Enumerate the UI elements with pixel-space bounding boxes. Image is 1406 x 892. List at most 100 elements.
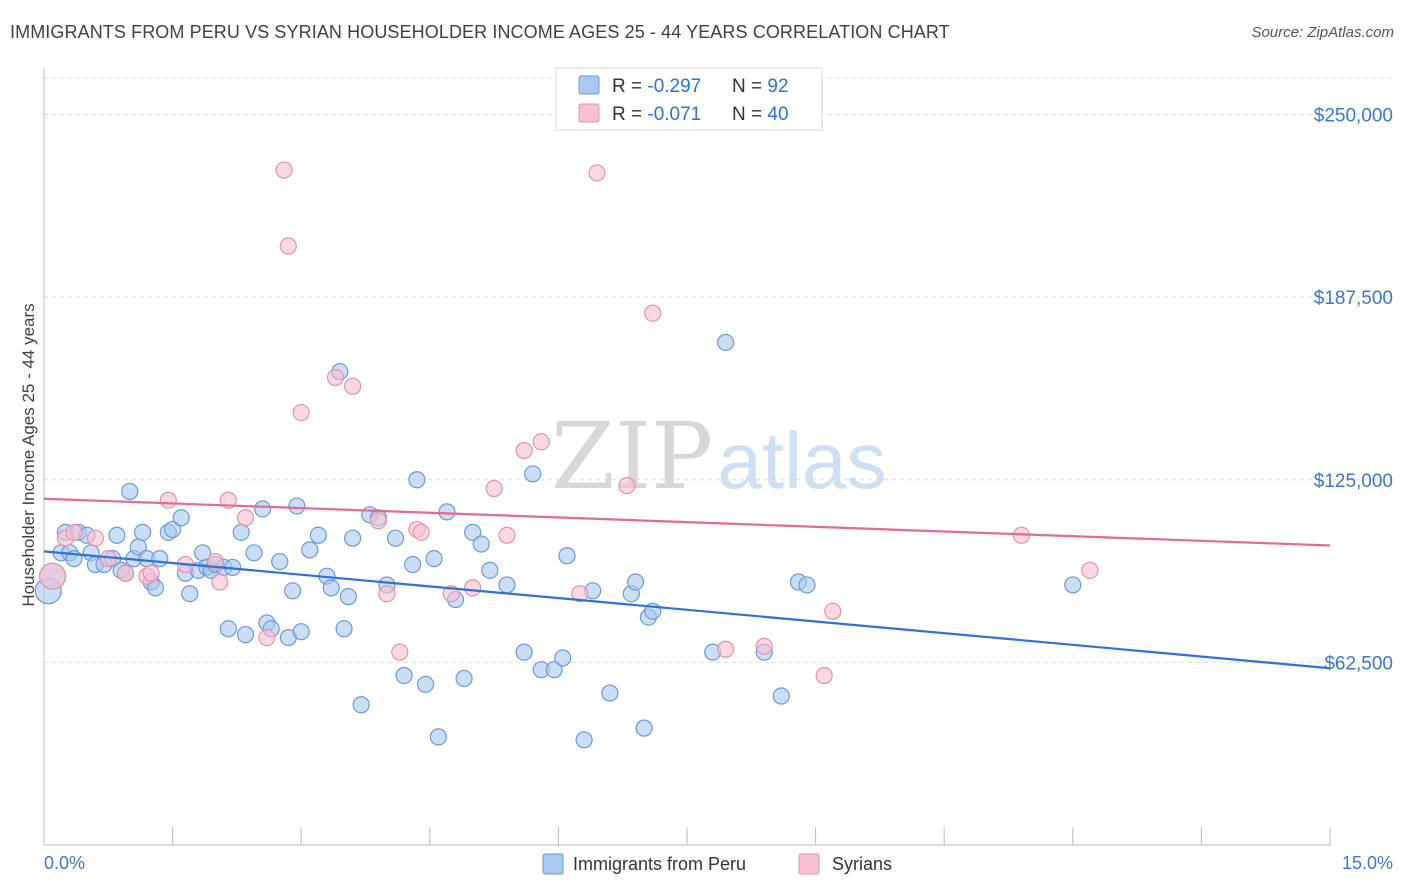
chart-title: IMMIGRANTS FROM PERU VS SYRIAN HOUSEHOLD… [10,22,950,42]
x-tick-label-min: 0.0% [44,853,85,873]
syrians-trend-line [43,497,1331,547]
syrians-point-8 [159,491,177,509]
peru-point-42 [271,552,289,571]
peru-point-79 [575,731,593,749]
syrians-point-27 [485,479,503,498]
peru-point-50 [322,579,340,597]
peru-point-15 [121,482,139,501]
syrians-point-34 [644,304,662,322]
peru-point-69 [464,523,482,541]
peru-point-60 [395,666,413,685]
grid-lines [44,77,1395,663]
peru-point-78 [558,547,576,565]
syrians-point-11 [211,573,229,591]
syrians-point-38 [824,602,842,620]
peru-point-68 [455,669,473,688]
tick-labels: $62,500 $125,000 $187,500 $250,000 0.0% 15.0% [44,106,1393,873]
peru-point-71 [481,561,499,579]
syrians-point-15 [275,161,293,179]
peru-point-70 [472,535,490,553]
peru-point-24 [164,520,182,539]
peru-point-48 [309,526,327,544]
peru-point-52 [335,620,353,638]
syrians-point-32 [588,164,606,182]
peru-point-12 [108,526,126,544]
legend-label-peru: Immigrants from Peru [573,854,746,874]
axes [43,68,1331,846]
peru-point-37 [236,626,255,644]
syrians-point-21 [378,585,396,603]
peru-point-27 [181,585,199,603]
stats-n-value-peru: 92 [767,76,788,97]
peru-point-62 [408,471,426,489]
peru-point-22 [151,550,169,568]
peru-point-39 [254,500,272,518]
legend: Immigrants from Peru Syrians [542,853,892,875]
syrians-point-37 [815,666,833,685]
syrians-point-40 [1081,561,1099,579]
peru-point-25 [172,509,190,527]
stats-r-label-peru: R = [612,76,647,97]
syrians-point-16 [279,237,297,255]
legend-label-syrians: Syrians [832,854,892,874]
syrians-point-18 [326,368,345,387]
peru-point-55 [352,696,370,714]
peru-point-64 [425,550,443,568]
svg-text:N = 92: N = 92 [732,76,789,97]
syrians-point-28 [498,526,516,544]
stats-swatch-syrians [578,103,600,123]
syrians-point-2 [65,523,83,541]
stats-n-label-syrians: N = [732,104,767,125]
y-tick-label-3: $250,000 [1314,106,1393,127]
watermark-atlas: atlas [718,416,887,505]
peru-point-73 [515,643,533,661]
legend-swatch-peru [542,853,564,875]
x-tick-label-max: 15.0% [1342,853,1393,873]
peru-point-72 [498,576,516,594]
stats-swatch-peru [578,75,600,95]
peru-point-74 [524,465,542,483]
peru-point-61 [404,555,422,574]
peru-point-90 [772,687,790,705]
stats-r-value-syrians: -0.071 [647,104,701,125]
syrians-point-30 [532,433,550,451]
peru-point-46 [292,623,310,641]
peru-point-47 [301,541,319,559]
syrians-point-5 [116,564,135,582]
peru-point-81 [601,684,619,702]
peru-point-34 [219,620,237,638]
syrians-point-17 [292,403,310,422]
stats-r-label-syrians: R = [612,104,647,125]
peru-point-63 [416,675,435,693]
peru-point-59 [386,529,405,547]
y-tick-label-1: $125,000 [1314,471,1393,492]
peru-point-53 [339,588,357,606]
y-tick-label-0: $62,500 [1324,653,1393,674]
syrians-point-20 [369,512,387,530]
syrians-point-24 [412,523,430,541]
peru-point-18 [133,523,152,541]
peru-point-84 [635,719,653,737]
svg-text:R = -0.071: R = -0.071 [612,104,701,125]
syrians-point-14 [258,628,276,647]
syrians-point-13 [236,509,255,527]
syrians-point-36 [755,637,773,655]
peru-point-93 [1064,576,1082,594]
syrians-point-7 [142,564,160,582]
peru-point-54 [344,529,362,547]
peru-point-38 [245,544,263,562]
stats-n-value-syrians: 40 [767,104,788,125]
peru-point-88 [716,333,735,352]
stats-n-label-peru: N = [732,76,767,97]
source-label: Source: ZipAtlas.com [1251,24,1394,41]
syrians-point-0 [38,562,67,590]
syrians-point-22 [391,643,409,661]
svg-text:N = 40: N = 40 [732,104,789,125]
peru-point-92 [798,576,816,594]
peru-point-77 [554,649,572,667]
peru-trend-line [43,550,1331,670]
y-axis-label: Householder Income Ages 25 - 44 years [19,303,38,606]
stats-r-value-peru: -0.297 [647,76,701,97]
syrians-point-35 [716,640,735,658]
